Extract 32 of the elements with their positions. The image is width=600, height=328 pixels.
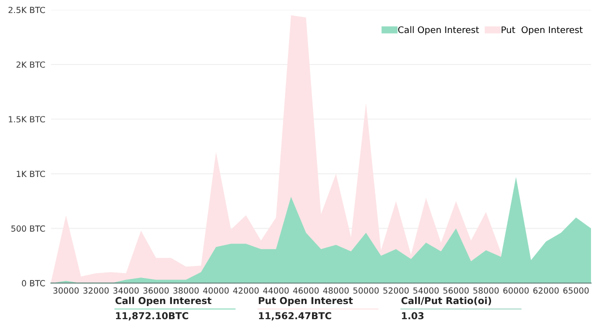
y-tick-label: 0 BTC [22, 280, 45, 286]
x-tick-label: 50000 [353, 287, 379, 294]
x-tick-label: 58000 [473, 287, 499, 294]
x-tick-label: 65000 [563, 287, 589, 294]
y-tick-label: 1.5K BTC [8, 116, 45, 122]
x-tick-label: 38000 [173, 287, 199, 294]
x-tick-label: 46000 [293, 287, 319, 294]
x-tick-label: 32000 [83, 287, 109, 294]
text: 11,872.10BTC [116, 312, 188, 321]
text: Call/Put Ratio(oi) [401, 296, 492, 306]
x-tick-label: 40000 [203, 287, 229, 294]
x-tick-label: 30000 [53, 287, 79, 294]
legend-label: Call Open Interest [398, 26, 479, 35]
x-tick-label: 34000 [113, 287, 139, 294]
text: Put Open Interest [258, 297, 353, 306]
x-tick-label: 48000 [323, 287, 349, 294]
x-tick-label: 44000 [263, 287, 289, 294]
y-tick-label: 2K BTC [16, 61, 45, 68]
x-tick-label: 42000 [233, 287, 259, 294]
text: 11,562.47BTC [259, 312, 332, 321]
x-tick-label: 52000 [383, 287, 409, 294]
x-tick-label: 36000 [143, 287, 169, 294]
x-tick-label: 56000 [443, 287, 469, 294]
y-tick-label: 1K BTC [16, 170, 45, 178]
x-tick-label: 60000 [503, 287, 529, 294]
x-tick-label: 54000 [413, 287, 439, 294]
text: Call Open Interest [115, 296, 212, 306]
legend-label: Put Open Interest [502, 26, 583, 35]
text: 1.03 [402, 312, 424, 320]
y-tick-label: 500 BTC [11, 225, 45, 232]
x-tick-label: 62000 [533, 287, 559, 294]
y-tick-label: 2.5K BTC [8, 6, 45, 14]
